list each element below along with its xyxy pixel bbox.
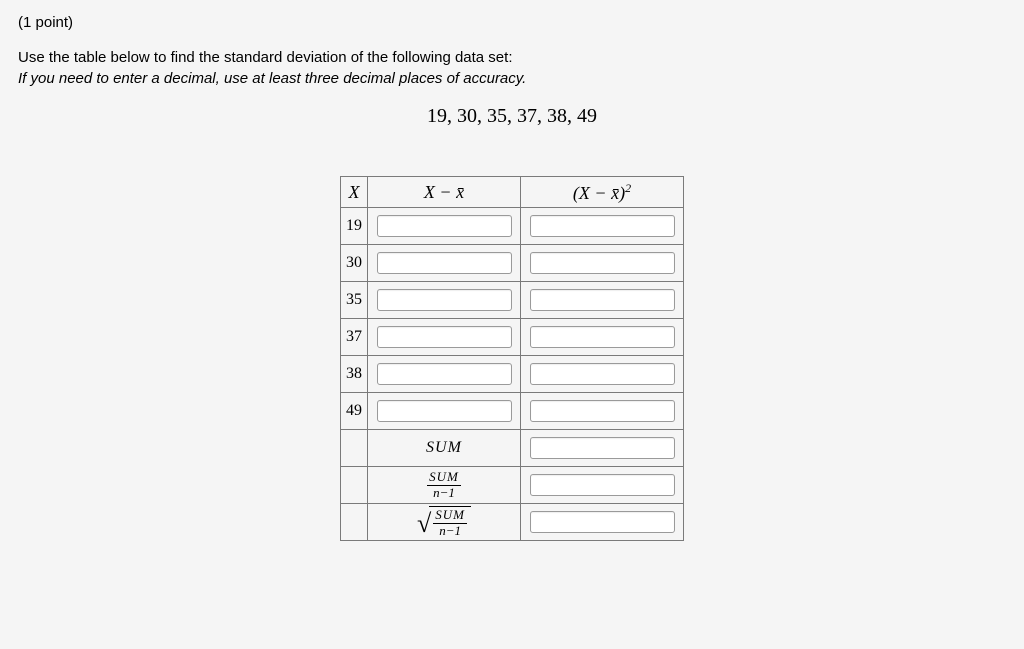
x-value: 38 (341, 356, 368, 393)
table-header-row: X X − x̄ (X − x̄)2 (341, 177, 684, 208)
x-value: 30 (341, 245, 368, 282)
stddev-input[interactable] (530, 511, 675, 533)
deviation-input[interactable] (377, 289, 512, 311)
x-value: 19 (341, 208, 368, 245)
stddev-row: √ SUM n−1 (341, 504, 684, 541)
prompt-line-2: If you need to enter a decimal, use at l… (18, 70, 1006, 87)
table-wrapper: X X − x̄ (X − x̄)2 19 30 35 (18, 176, 1006, 541)
empty-cell (341, 467, 368, 504)
question-container: (1 point) Use the table below to find th… (0, 0, 1024, 649)
variance-fraction: SUM n−1 (427, 470, 461, 500)
col-header-deviation: X − x̄ (368, 177, 521, 208)
table-row: 38 (341, 356, 684, 393)
col-header-squared: (X − x̄)2 (521, 177, 684, 208)
variance-input[interactable] (530, 474, 675, 496)
variance-label-cell: SUM n−1 (368, 467, 521, 504)
sum-label-cell: SUM (368, 430, 521, 467)
stddev-label-cell: √ SUM n−1 (368, 504, 521, 541)
squared-input[interactable] (530, 215, 675, 237)
x-value: 49 (341, 393, 368, 430)
x-value: 35 (341, 282, 368, 319)
x-value: 37 (341, 319, 368, 356)
squared-input[interactable] (530, 363, 675, 385)
points-label: (1 point) (18, 14, 1006, 31)
sum-row: SUM (341, 430, 684, 467)
sqrt-expression: √ SUM n−1 (417, 506, 471, 538)
empty-cell (341, 504, 368, 541)
squared-input[interactable] (530, 252, 675, 274)
squared-input[interactable] (530, 326, 675, 348)
deviation-input[interactable] (377, 215, 512, 237)
stddev-table: X X − x̄ (X − x̄)2 19 30 35 (340, 176, 684, 541)
prompt-line-1: Use the table below to find the standard… (18, 49, 1006, 66)
table-row: 30 (341, 245, 684, 282)
deviation-input[interactable] (377, 400, 512, 422)
table-row: 19 (341, 208, 684, 245)
table-row: 49 (341, 393, 684, 430)
variance-row: SUM n−1 (341, 467, 684, 504)
empty-cell (341, 430, 368, 467)
squared-input[interactable] (530, 400, 675, 422)
dataset-values: 19, 30, 35, 37, 38, 49 (18, 105, 1006, 128)
col-header-x: X (341, 177, 368, 208)
table-row: 37 (341, 319, 684, 356)
stddev-fraction: SUM n−1 (433, 508, 467, 538)
squared-input[interactable] (530, 289, 675, 311)
deviation-input[interactable] (377, 326, 512, 348)
sum-input[interactable] (530, 437, 675, 459)
deviation-input[interactable] (377, 363, 512, 385)
deviation-input[interactable] (377, 252, 512, 274)
sum-label: SUM (426, 439, 462, 456)
sqrt-icon: √ (417, 511, 431, 537)
table-row: 35 (341, 282, 684, 319)
